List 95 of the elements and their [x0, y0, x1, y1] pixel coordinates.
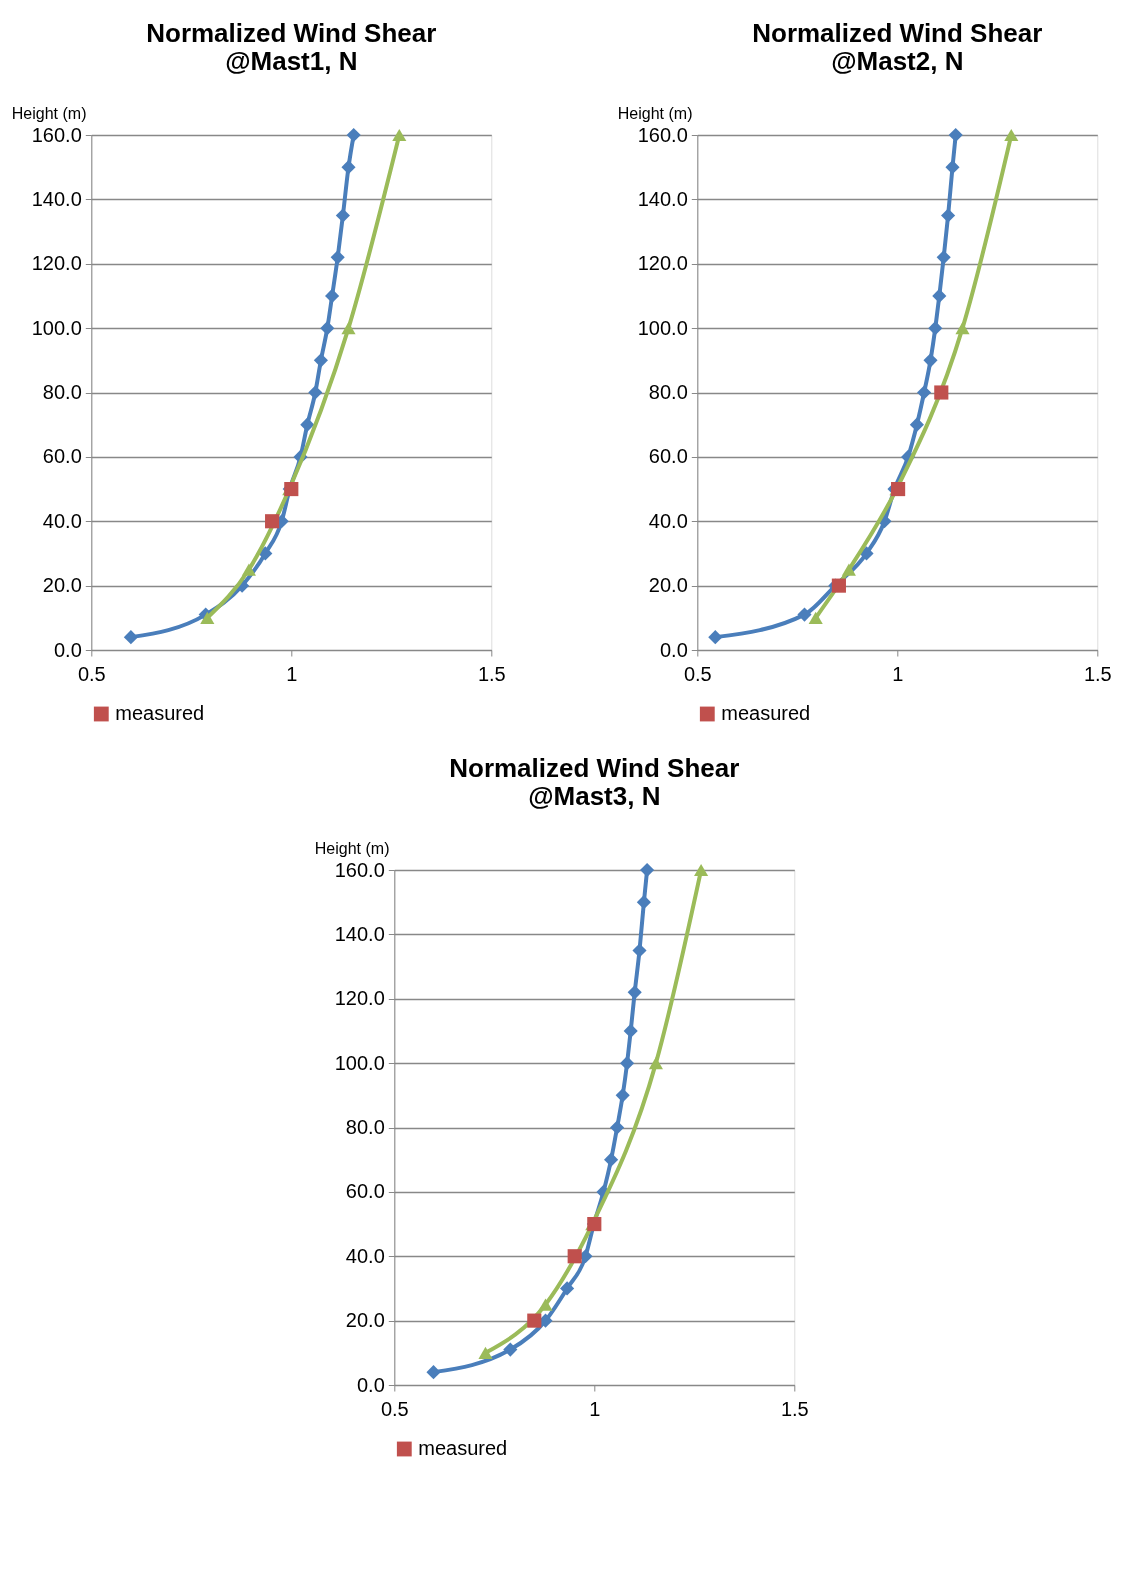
point [923, 353, 938, 368]
point [335, 208, 350, 223]
point [948, 127, 963, 143]
point [934, 385, 949, 400]
point [909, 417, 924, 432]
point [632, 943, 647, 958]
y-tick-label: 60.0 [42, 445, 82, 468]
point [627, 985, 642, 1000]
chart-title: Normalized Wind Shear @Mast2, N [752, 18, 1043, 76]
legend-label: measured [418, 1437, 508, 1459]
y-tick-label: 80.0 [42, 381, 82, 403]
y-tick-label: 120.0 [31, 252, 82, 275]
x-tick-label: 1.5 [780, 1397, 809, 1420]
legend-label: measured [721, 702, 811, 724]
y-tick-label: 100.0 [334, 1051, 385, 1074]
y-tick-label: 140.0 [334, 922, 385, 945]
point [648, 1057, 663, 1070]
point [604, 1152, 619, 1167]
point [265, 514, 280, 529]
point [560, 1281, 575, 1296]
y-tick-label: 140.0 [31, 187, 82, 210]
point [708, 630, 723, 645]
x-tick-label: 0.5 [77, 662, 106, 685]
point [392, 128, 407, 142]
y-tick-label: 0.0 [356, 1373, 385, 1396]
y-tick-label: 80.0 [648, 381, 688, 403]
point [797, 607, 812, 622]
point [320, 321, 335, 336]
y-tick-label: 160.0 [334, 858, 385, 881]
point [1004, 128, 1019, 142]
point [620, 1056, 635, 1071]
y-tick-label: 140.0 [637, 187, 688, 210]
point [200, 611, 215, 624]
point [610, 1120, 625, 1135]
x-tick-label: 1 [892, 662, 904, 685]
point [325, 288, 340, 304]
point [928, 321, 943, 336]
point [841, 563, 856, 576]
point [936, 250, 951, 265]
point [941, 208, 956, 223]
point [478, 1346, 493, 1359]
point [538, 1298, 553, 1311]
point [300, 417, 315, 432]
point [932, 288, 947, 304]
y-tick-label: 40.0 [345, 1244, 385, 1267]
x-tick-label: 1 [589, 1397, 601, 1420]
point [313, 353, 328, 368]
x-tick-label: 1.5 [1083, 662, 1112, 685]
point [945, 160, 960, 175]
point [640, 862, 655, 878]
y-tick-label: 20.0 [648, 574, 688, 597]
x-tick-label: 1.5 [477, 662, 506, 685]
y-tick-label: 60.0 [345, 1180, 385, 1203]
point [615, 1088, 630, 1103]
point [567, 1249, 582, 1264]
y-tick-label: 20.0 [42, 574, 82, 597]
point [346, 127, 361, 143]
point [426, 1365, 441, 1380]
point [330, 250, 345, 265]
legend-label: measured [115, 702, 205, 724]
point [341, 322, 356, 335]
point [955, 322, 970, 335]
y-tick-label: 100.0 [637, 316, 688, 339]
y-tick-label: 100.0 [31, 316, 82, 339]
point [341, 160, 356, 175]
y-tick-label: 20.0 [345, 1309, 385, 1332]
point [527, 1313, 542, 1328]
point [123, 630, 138, 645]
x-tick-label: 0.5 [380, 1397, 409, 1420]
y-axis-title: Height (m) [11, 104, 87, 122]
y-tick-label: 120.0 [334, 987, 385, 1010]
point [808, 611, 823, 624]
y-axis-title: Height (m) [617, 104, 693, 122]
chart-title: Normalized Wind Shear @Mast1, N [146, 18, 437, 76]
point [694, 863, 709, 877]
y-axis-title: Height (m) [314, 839, 390, 857]
point [503, 1342, 518, 1357]
y-tick-label: 80.0 [345, 1116, 385, 1138]
point [917, 385, 932, 400]
y-tick-label: 40.0 [648, 509, 688, 532]
y-tick-label: 0.0 [659, 638, 688, 661]
y-tick-label: 0.0 [53, 638, 82, 661]
point [859, 546, 874, 561]
y-tick-label: 60.0 [648, 445, 688, 468]
point [241, 563, 256, 576]
y-tick-label: 120.0 [637, 252, 688, 275]
x-tick-label: 1 [286, 662, 298, 685]
y-tick-label: 160.0 [31, 123, 82, 146]
chart-title: Normalized Wind Shear @Mast3, N [449, 753, 740, 811]
point [636, 895, 651, 910]
point [623, 1023, 638, 1039]
y-tick-label: 160.0 [637, 123, 688, 146]
point [308, 385, 323, 400]
y-tick-label: 40.0 [42, 509, 82, 532]
x-tick-label: 0.5 [683, 662, 712, 685]
